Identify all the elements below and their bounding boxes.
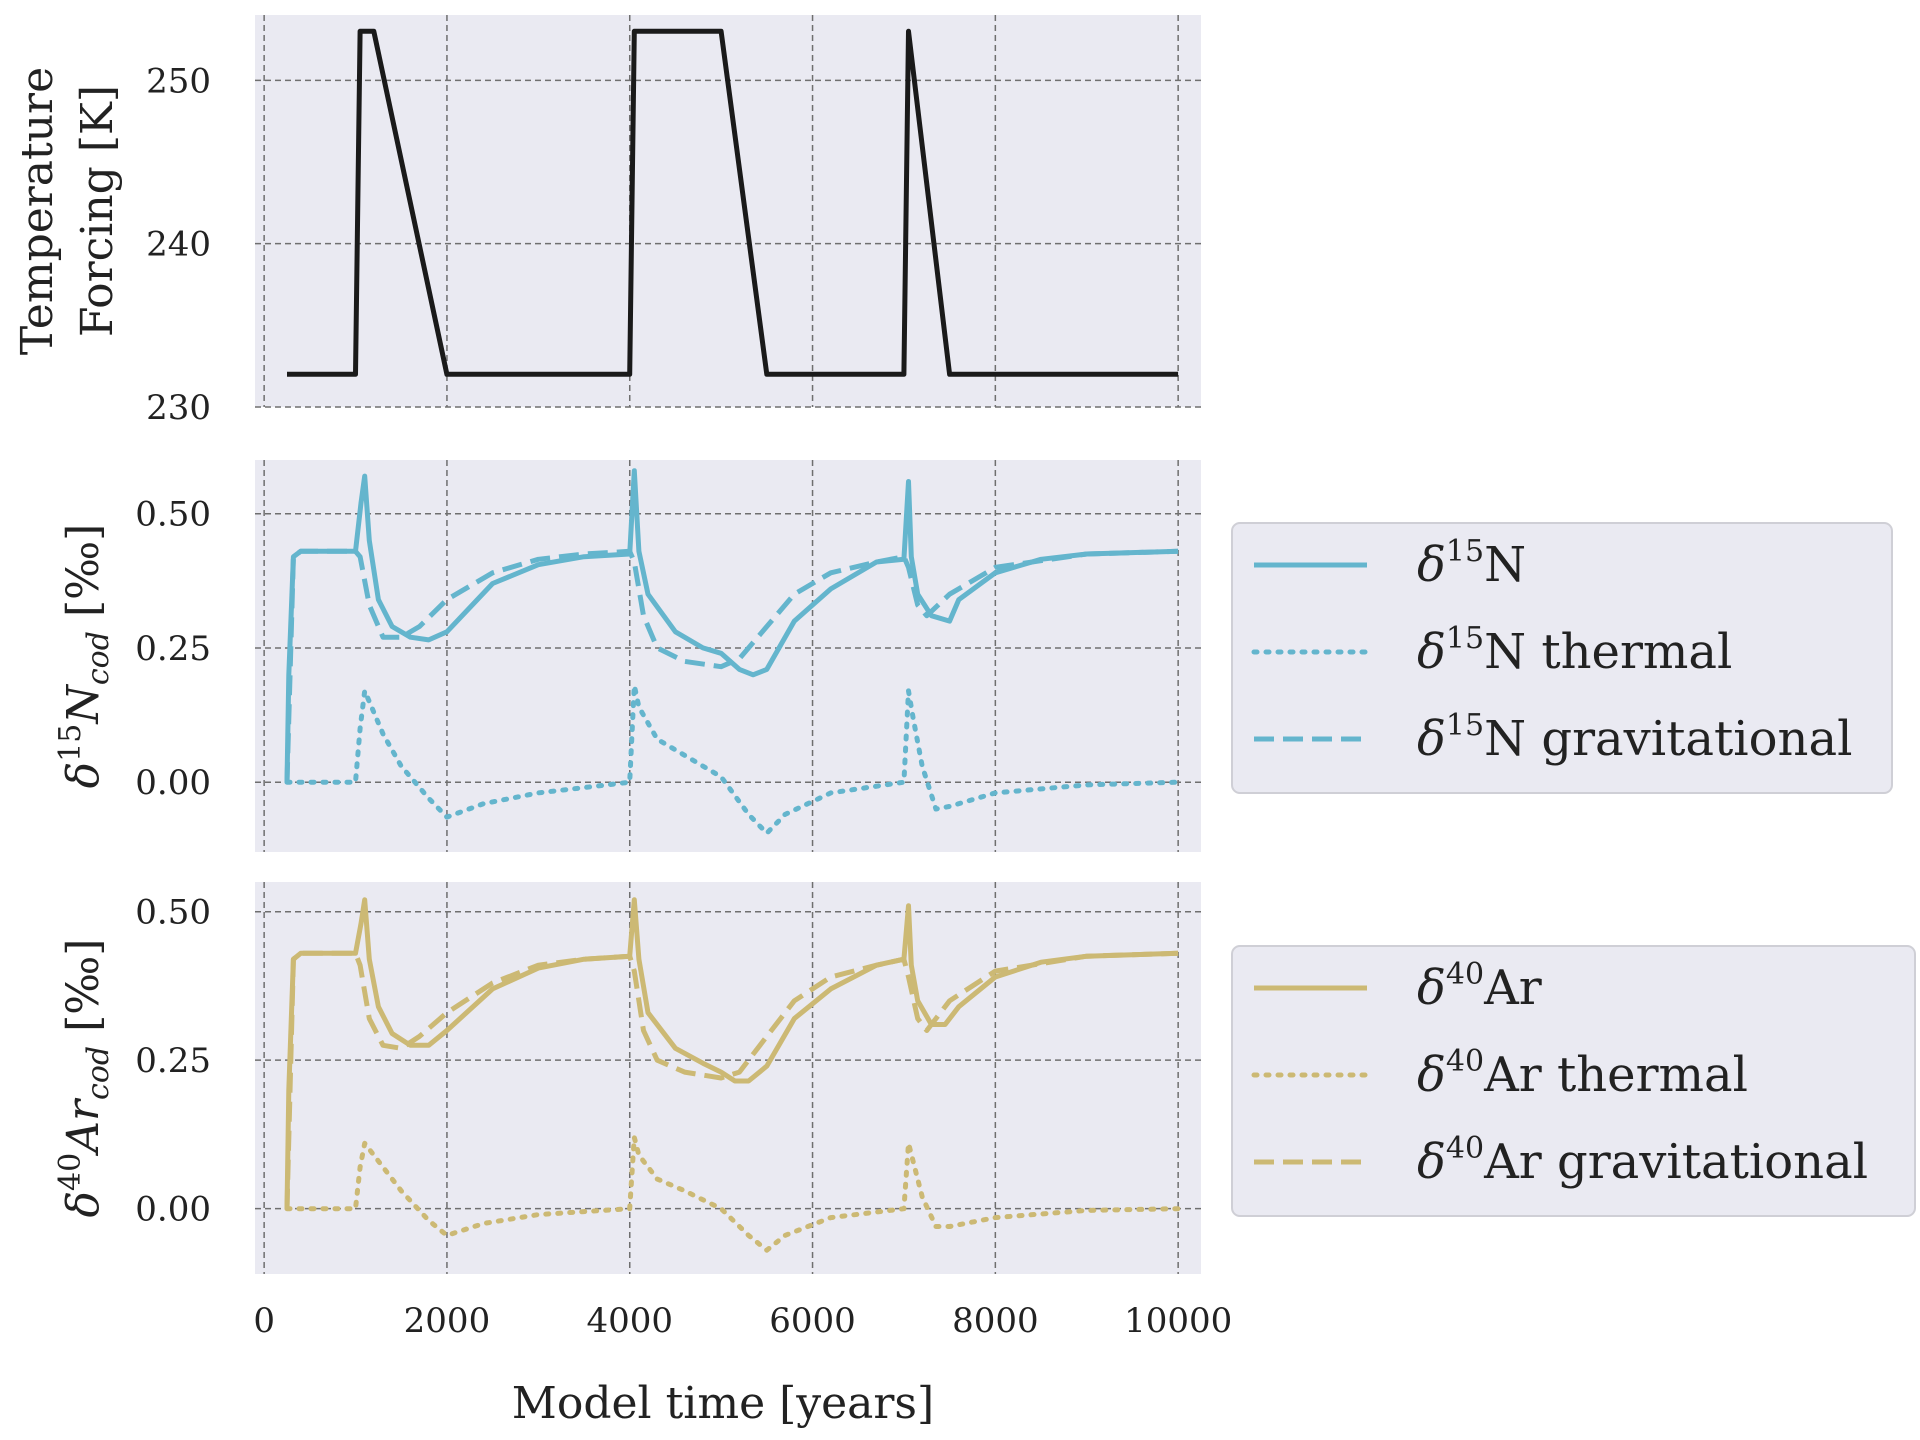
- legend-label: δ15N: [1417, 534, 1526, 593]
- panel-argon: 0.00 0.25 0.50 0 2000 4000 6000 8000 10000 δ40A…: [53, 882, 1916, 1429]
- panel-nitrogen-yticks: 0.00 0.25 0.50: [135, 495, 211, 803]
- argon-ylabel-sub: cod: [81, 1046, 116, 1100]
- y-tick-label: 240: [146, 225, 211, 265]
- argon-ylabel: δ40Arcod [‰]: [53, 939, 116, 1218]
- panel-argon-grid: [255, 882, 1201, 1274]
- panel-argon-series: [284, 897, 1181, 1253]
- series-line-solid: [287, 28, 1179, 377]
- panel-nitrogen-background: [255, 460, 1201, 852]
- series-line-solid: [284, 468, 1179, 783]
- y-tick-label: 0.25: [135, 1041, 211, 1081]
- panel-nitrogen-series: [284, 468, 1181, 836]
- panel-temperature-series: [287, 28, 1179, 377]
- legend-label: δ15N thermal: [1417, 621, 1732, 680]
- series-line-dotted: [284, 1134, 1181, 1253]
- legend-label: δ40Ar gravitational: [1417, 1131, 1868, 1190]
- argon-ylabel-unit: [‰]: [58, 939, 109, 1046]
- nitrogen-legend: δ15N δ15N thermal δ15N gravitational: [1231, 522, 1893, 794]
- nitrogen-ylabel: δ15Ncod [‰]: [53, 524, 116, 789]
- y-tick-label: 0.00: [135, 763, 211, 803]
- nitrogen-ylabel-delta: δ: [58, 762, 109, 789]
- temperature-ylabel-line-1: Temperature: [12, 67, 63, 355]
- nitrogen-ylabel-main: N: [58, 684, 109, 725]
- y-tick-label: 0.50: [135, 495, 211, 535]
- y-tick-label: 250: [146, 61, 211, 101]
- argon-ylabel-main: Ar: [58, 1097, 109, 1157]
- series-line-solid: [284, 897, 1179, 1209]
- nitrogen-ylabel-unit: [‰]: [58, 524, 109, 631]
- series-line-dashed: [284, 548, 1179, 783]
- argon-ylabel-delta: δ: [58, 1191, 109, 1218]
- argon-ylabel-sup: 40: [53, 1153, 88, 1191]
- nitrogen-legend-box: [1231, 522, 1893, 794]
- y-tick-label: 0.00: [135, 1190, 211, 1230]
- nitrogen-ylabel-sub: cod: [81, 631, 116, 685]
- panel-nitrogen-grid: [255, 460, 1201, 852]
- x-tick-label: 0: [253, 1301, 275, 1341]
- argon-legend: δ40Ar δ40Ar thermal δ40Ar gravitational: [1231, 945, 1916, 1217]
- panel-argon-yticks: 0.00 0.25 0.50: [135, 893, 211, 1230]
- x-tick-label: 6000: [769, 1301, 856, 1341]
- y-tick-label: 0.25: [135, 629, 211, 669]
- x-tick-label: 10000: [1124, 1301, 1232, 1341]
- legend-label: δ40Ar thermal: [1417, 1044, 1748, 1103]
- legend-label: δ40Ar: [1417, 957, 1542, 1016]
- series-line-dashed: [284, 950, 1179, 1209]
- x-tick-label: 8000: [952, 1301, 1039, 1341]
- panel-argon-xticks: 0 2000 4000 6000 8000 10000: [253, 1301, 1232, 1341]
- argon-legend-box: [1231, 945, 1916, 1217]
- x-axis-label: Model time [years]: [512, 1378, 934, 1429]
- nitrogen-ylabel-sup: 15: [53, 724, 88, 762]
- x-tick-label: 4000: [586, 1301, 673, 1341]
- legend-label: δ15N gravitational: [1417, 708, 1852, 767]
- y-tick-label: 0.50: [135, 893, 211, 933]
- panel-temperature-forcing: 230 240 250 Temperature Forcing [K]: [12, 15, 1201, 428]
- x-tick-label: 2000: [404, 1301, 491, 1341]
- y-tick-label: 230: [146, 388, 211, 428]
- panel-temperature-yticks: 230 240 250: [146, 61, 211, 428]
- series-line-dotted: [284, 683, 1181, 836]
- temperature-ylabel-line-2: Forcing [K]: [72, 85, 123, 337]
